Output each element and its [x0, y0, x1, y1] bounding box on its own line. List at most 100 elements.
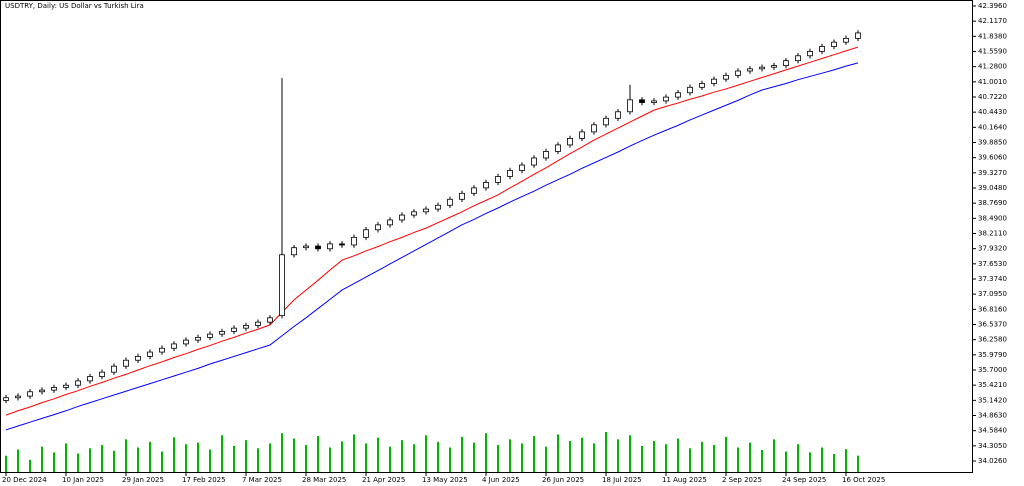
candle-body: [15, 395, 21, 399]
y-tick-label: 42.1170: [978, 17, 1007, 25]
volume-bar: [821, 447, 823, 472]
volume-bar: [641, 445, 643, 472]
candle-body: [159, 347, 165, 353]
volume-bar: [185, 444, 187, 472]
candle-body: [123, 359, 129, 367]
candle-body: [111, 365, 117, 373]
x-tick-label: 18 Jul 2025: [602, 476, 642, 484]
candle-body: [27, 391, 33, 397]
volume-bar: [749, 442, 751, 472]
candle-body: [255, 321, 261, 326]
candle-body: [495, 176, 501, 183]
x-tick-label: 29 Jan 2025: [122, 476, 164, 484]
y-tick-label: 35.7000: [978, 366, 1007, 374]
volume-bar: [17, 449, 19, 472]
candle-body: [87, 376, 93, 382]
y-tick-label: 41.5590: [978, 47, 1007, 55]
volume-bar: [209, 449, 211, 472]
y-tick-label: 39.0480: [978, 184, 1007, 192]
candle-body: [423, 208, 429, 213]
chart-title: USDTRY, Daily: US Dollar vs Turkish Lira: [5, 2, 144, 10]
y-tick-label: 34.3050: [978, 442, 1007, 450]
y-tick-label: 42.3960: [978, 2, 1007, 10]
candle-body: [99, 371, 105, 377]
moving-average: [5, 46, 859, 416]
candle-body: [243, 325, 249, 329]
volume-bar: [281, 433, 283, 472]
volume-bar: [101, 445, 103, 472]
candle-body: [219, 331, 225, 335]
candle-body: [807, 51, 813, 57]
volume-bar: [509, 439, 511, 472]
volume-bar: [473, 442, 475, 472]
x-tick-label: 16 Oct 2025: [842, 476, 885, 484]
volume-bar: [377, 437, 379, 472]
candle-body: [699, 83, 705, 88]
volume-bar: [701, 441, 703, 472]
volume-bar: [389, 446, 391, 472]
moving-average: [5, 62, 859, 431]
volume-bar: [161, 451, 163, 472]
volume-bar: [329, 447, 331, 472]
volume-bar: [341, 441, 343, 472]
candle-body: [291, 247, 297, 256]
y-tick-label: 39.8850: [978, 138, 1007, 146]
x-tick-label: 2 Sep 2025: [722, 476, 762, 484]
candle-body: [579, 131, 585, 139]
volume-bar: [785, 451, 787, 472]
y-tick-label: 34.5840: [978, 427, 1007, 435]
candle-body: [435, 204, 441, 210]
volume-bar: [737, 447, 739, 472]
candle-body: [411, 211, 417, 216]
candle-body: [687, 86, 693, 94]
candle-body: [63, 384, 69, 388]
volume-bar: [713, 445, 715, 472]
y-tick-label: 38.2110: [978, 229, 1007, 237]
volume-bar: [605, 432, 607, 472]
volume-bar: [41, 446, 43, 472]
volume-bar: [269, 443, 271, 472]
x-tick-label: 17 Feb 2025: [182, 476, 226, 484]
volume-bar: [29, 459, 31, 472]
volume-bar: [689, 448, 691, 472]
y-tick-label: 40.4430: [978, 108, 1007, 116]
volume-bar: [173, 437, 175, 472]
volume-bar: [365, 443, 367, 472]
candle-body: [663, 96, 669, 102]
candle-body: [543, 151, 549, 159]
candle-body: [639, 99, 645, 103]
x-tick-label: 4 Jun 2025: [482, 476, 520, 484]
volume-bar: [413, 444, 415, 472]
candle-body: [627, 99, 633, 113]
y-tick-label: 34.0260: [978, 457, 1007, 465]
candle-body: [771, 65, 777, 68]
y-tick-label: 38.7690: [978, 199, 1007, 207]
candle-body: [843, 37, 849, 43]
volume-bar: [833, 454, 835, 472]
candle-body: [231, 327, 237, 332]
volume-bar: [149, 441, 151, 472]
y-tick-label: 36.8160: [978, 305, 1007, 313]
volume-bar: [557, 434, 559, 472]
volume-bar: [485, 433, 487, 472]
candle-body: [567, 138, 573, 146]
candle-body: [447, 198, 453, 206]
candle-body: [171, 343, 177, 349]
y-tick-label: 37.9320: [978, 245, 1007, 253]
candle-body: [759, 66, 765, 70]
volume-bar: [797, 444, 799, 472]
candle-body: [279, 254, 285, 317]
volume-bar: [305, 445, 307, 472]
candle-body: [459, 192, 465, 200]
volume-bar: [533, 436, 535, 472]
volume-bar: [89, 448, 91, 472]
y-tick-label: 36.2580: [978, 336, 1007, 344]
candle-body: [375, 224, 381, 231]
volume-bar: [53, 452, 55, 472]
candle-body: [735, 70, 741, 76]
candle-body: [315, 245, 321, 250]
candle-body: [39, 389, 45, 393]
volume-bar: [581, 437, 583, 472]
candle-body: [723, 74, 729, 80]
volume-bar: [77, 453, 79, 472]
